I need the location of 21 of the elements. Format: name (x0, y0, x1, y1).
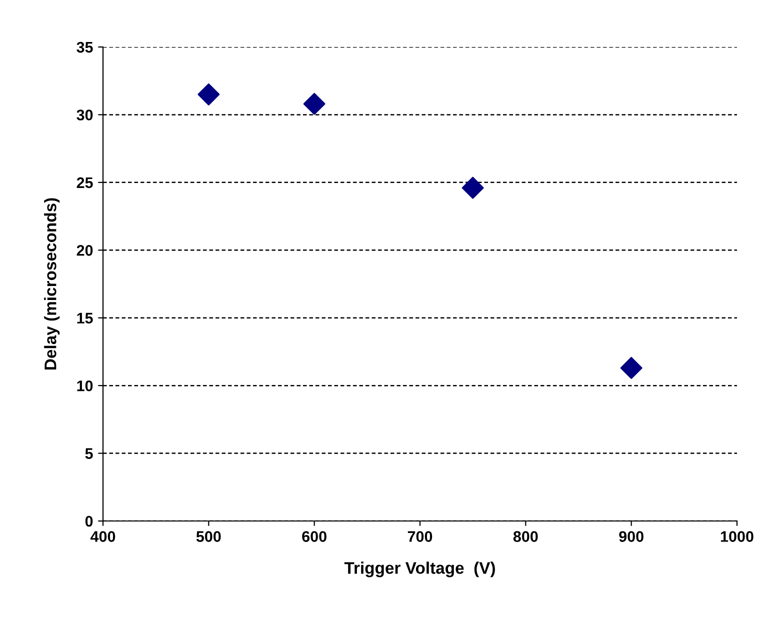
point (462, 176, 484, 199)
y-tick-label: 0 (85, 516, 93, 527)
y-tick-label: 25 (76, 177, 93, 188)
x-tick-label: 400 (90, 531, 116, 542)
point (198, 83, 220, 106)
point (303, 92, 326, 115)
y-tick-label: 20 (76, 245, 93, 256)
x-axis-title: Trigger Voltage (V) (344, 562, 495, 578)
y-tick-label: 15 (77, 312, 93, 324)
y-tick-label: 10 (77, 380, 93, 392)
x-tick-label: 800 (513, 531, 538, 542)
x-tick-label: 900 (619, 531, 644, 542)
x-tick-label: 500 (196, 531, 221, 542)
x-tick-label: 600 (302, 531, 326, 542)
x-tick-label: 700 (408, 531, 432, 542)
point (620, 356, 642, 379)
y-tick-label: 30 (76, 110, 93, 120)
y-tick-label: 5 (85, 448, 93, 459)
x-tick-label: 1000 (720, 531, 754, 542)
y-axis-title: Delay (microseconds) (44, 198, 60, 370)
y-tick-label: 35 (76, 42, 93, 53)
